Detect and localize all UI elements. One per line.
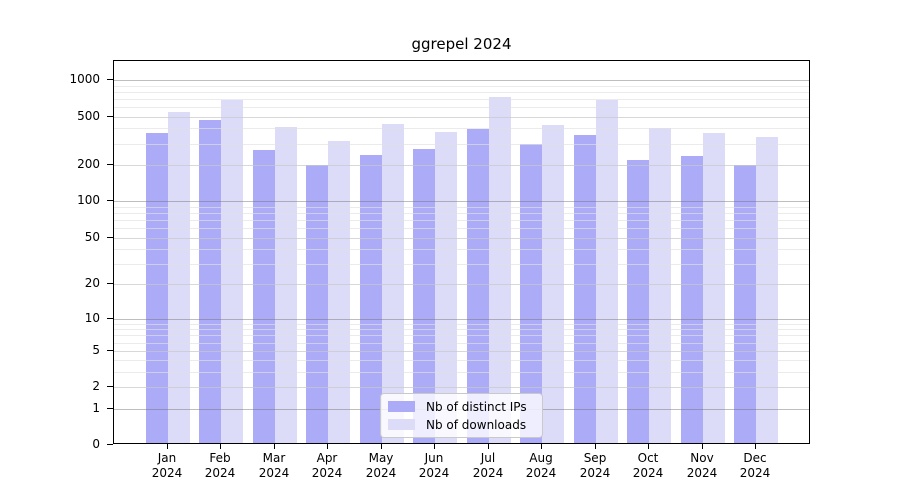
bar-downloads-nov bbox=[702, 133, 725, 443]
bar-downloads-oct bbox=[649, 128, 672, 443]
y-tick bbox=[107, 116, 113, 117]
y-tick-label: 20 bbox=[84, 276, 100, 290]
y-tick bbox=[107, 408, 113, 409]
x-tick bbox=[381, 444, 382, 449]
chart-title: ggrepel 2024 bbox=[411, 35, 512, 53]
bar-distinct-ips-feb bbox=[199, 120, 222, 443]
bar-distinct-ips-mar bbox=[252, 149, 275, 443]
gridline-minor bbox=[114, 107, 809, 108]
gridline bbox=[114, 80, 809, 81]
x-tick bbox=[488, 444, 489, 449]
gridline-minor bbox=[114, 92, 809, 93]
legend-item: Nb of downloads bbox=[388, 417, 536, 432]
x-tick bbox=[274, 444, 275, 449]
bar-downloads-mar bbox=[274, 126, 297, 443]
x-tick bbox=[702, 444, 703, 449]
x-tick bbox=[434, 444, 435, 449]
y-tick-label: 1000 bbox=[69, 72, 100, 86]
bar-distinct-ips-apr bbox=[306, 165, 329, 443]
y-tick-label: 5 bbox=[92, 343, 100, 357]
x-tick-label: Jan 2024 bbox=[151, 451, 183, 480]
x-tick-label: Jun 2024 bbox=[418, 451, 450, 480]
bar-distinct-ips-aug bbox=[520, 144, 543, 443]
y-tick-label: 2 bbox=[92, 379, 100, 393]
x-tick bbox=[755, 444, 756, 449]
y-tick-label: 0 bbox=[92, 437, 100, 451]
y-tick bbox=[107, 386, 113, 387]
bar-downloads-sep bbox=[595, 99, 618, 443]
x-tick bbox=[541, 444, 542, 449]
y-tick bbox=[107, 350, 113, 351]
x-tick-label: Sep 2024 bbox=[579, 451, 611, 480]
legend-swatch-downloads bbox=[388, 419, 415, 430]
bar-downloads-apr bbox=[328, 141, 351, 443]
y-tick-label: 200 bbox=[77, 157, 100, 171]
x-tick-label: Nov 2024 bbox=[686, 451, 718, 480]
bar-distinct-ips-dec bbox=[734, 165, 757, 443]
y-tick bbox=[107, 444, 113, 445]
bar-distinct-ips-may bbox=[359, 155, 382, 443]
x-tick bbox=[648, 444, 649, 449]
x-tick bbox=[167, 444, 168, 449]
legend-swatch-distinct-ips bbox=[388, 401, 415, 412]
y-tick bbox=[107, 164, 113, 165]
plot-area: Nb of distinct IPs Nb of downloads bbox=[113, 60, 810, 444]
x-tick-label: Aug 2024 bbox=[525, 451, 557, 480]
y-tick bbox=[107, 283, 113, 284]
legend-label: Nb of distinct IPs bbox=[426, 399, 527, 414]
gridline-minor bbox=[114, 99, 809, 100]
x-tick-label: Dec 2024 bbox=[739, 451, 771, 480]
bar-downloads-dec bbox=[756, 136, 779, 443]
legend-item: Nb of distinct IPs bbox=[388, 399, 536, 414]
x-tick-label: May 2024 bbox=[365, 451, 397, 480]
bar-distinct-ips-jun bbox=[413, 149, 436, 443]
legend: Nb of distinct IPs Nb of downloads bbox=[380, 393, 543, 438]
y-tick-label: 500 bbox=[77, 109, 100, 123]
legend-label: Nb of downloads bbox=[426, 417, 527, 432]
x-tick-label: Feb 2024 bbox=[204, 451, 236, 480]
y-tick bbox=[107, 318, 113, 319]
gridline bbox=[114, 117, 809, 118]
x-tick bbox=[595, 444, 596, 449]
bar-distinct-ips-nov bbox=[680, 156, 703, 443]
bar-downloads-jul bbox=[488, 97, 511, 443]
bar-distinct-ips-jan bbox=[145, 132, 168, 443]
y-tick bbox=[107, 200, 113, 201]
bar-downloads-aug bbox=[542, 124, 565, 443]
x-tick bbox=[220, 444, 221, 449]
y-tick-label: 100 bbox=[77, 193, 100, 207]
x-tick-label: Apr 2024 bbox=[311, 451, 343, 480]
bar-downloads-jan bbox=[167, 111, 190, 443]
x-tick-label: Oct 2024 bbox=[632, 451, 664, 480]
y-tick bbox=[107, 79, 113, 80]
y-tick-label: 1 bbox=[92, 401, 100, 415]
y-tick-label: 50 bbox=[84, 230, 100, 244]
bar-distinct-ips-oct bbox=[627, 159, 650, 443]
gridline-minor bbox=[114, 86, 809, 87]
x-tick-label: Mar 2024 bbox=[258, 451, 290, 480]
bar-downloads-jun bbox=[435, 131, 458, 443]
bar-downloads-may bbox=[381, 124, 404, 443]
y-tick bbox=[107, 237, 113, 238]
bar-distinct-ips-sep bbox=[573, 134, 596, 443]
y-tick-label: 10 bbox=[84, 311, 100, 325]
x-tick-label: Jul 2024 bbox=[472, 451, 504, 480]
bar-downloads-feb bbox=[221, 100, 244, 443]
x-tick bbox=[327, 444, 328, 449]
